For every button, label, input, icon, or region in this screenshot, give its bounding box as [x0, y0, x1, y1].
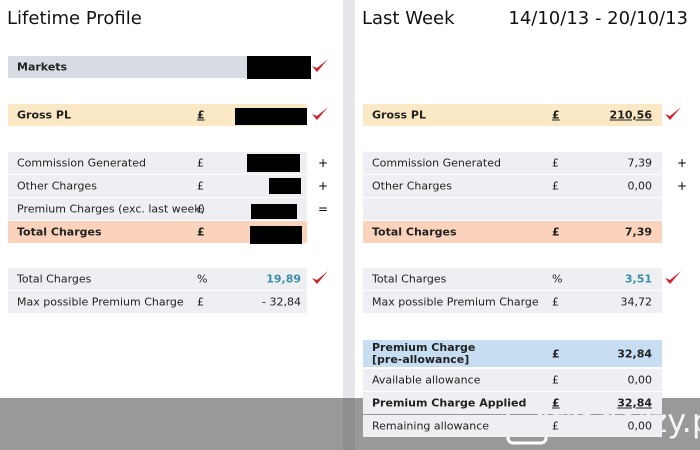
row-label: Max possible Premium Charge [372, 295, 539, 309]
table-row: Available allowance £0,00 [363, 369, 662, 391]
value: 7,39 [624, 225, 652, 239]
currency: £ [552, 347, 560, 360]
row-label: Premium Charges (exc. last week) [17, 202, 205, 216]
row-label: Markets [17, 60, 68, 74]
table-row: Commission Generated £ [8, 152, 307, 174]
value: 0,00 [627, 419, 653, 433]
currency: £ [552, 179, 559, 193]
right-title: Last Week [362, 8, 455, 29]
redacted-value [251, 204, 297, 219]
currency: £ [552, 108, 560, 122]
value: 7,39 [627, 156, 653, 170]
value: 3,51 [624, 272, 652, 286]
check-icon [311, 270, 329, 286]
operator: + [318, 179, 329, 193]
table-row: Max possible Premium Charge £ - 32,84 [8, 291, 307, 313]
date-range: 14/10/13 - 20/10/13 [508, 8, 688, 29]
currency: £ [197, 156, 204, 170]
row-label: Max possible Premium Charge [17, 295, 184, 309]
row-label: Total Charges [372, 272, 447, 286]
table-row: Other Charges £ [8, 175, 307, 197]
check-icon [311, 58, 329, 74]
redacted-value [247, 154, 300, 172]
table-row: Premium Charges (exc. last week) £ [8, 198, 307, 220]
table-row: Premium Charge Applied £32,84 [363, 392, 662, 414]
table-row: Other Charges £0,00 [363, 175, 662, 197]
operator: = [318, 202, 329, 216]
check-icon [664, 106, 682, 122]
table-row: Premium Charge [pre-allowance] £32,84 [363, 340, 662, 367]
value: 0,00 [627, 373, 653, 387]
table-row: Remaining allowance £0,00 [363, 415, 662, 437]
currency: £ [552, 295, 559, 309]
currency: £ [552, 419, 559, 433]
currency: £ [197, 295, 204, 309]
currency: £ [197, 108, 205, 122]
currency: £ [197, 202, 204, 216]
value: - 32,84 [262, 295, 301, 309]
check-icon [311, 106, 329, 122]
redacted-value [235, 108, 307, 125]
left-title: Lifetime Profile [7, 8, 142, 29]
row-label: Total Charges [372, 225, 457, 239]
table-row: Markets [8, 56, 307, 78]
currency: £ [552, 225, 560, 239]
currency: £ [552, 396, 560, 410]
table-row: Commission Generated £7,39 [363, 152, 662, 174]
row-label: Gross PL [17, 108, 72, 122]
redacted-value [247, 56, 311, 79]
row-label: Commission Generated [17, 156, 146, 170]
value: 32,84 [617, 396, 652, 410]
value: 32,84 [617, 347, 652, 360]
currency: £ [552, 373, 559, 387]
table-row: Total Charges £ [8, 221, 307, 243]
currency: % [197, 272, 208, 286]
value: 19,89 [266, 272, 301, 286]
check-icon [664, 270, 682, 286]
table-row: Gross PL £ [8, 104, 307, 126]
row-label: Gross PL [372, 108, 427, 122]
currency: % [552, 272, 563, 286]
operator: + [677, 179, 688, 193]
row-label: Premium Charge [pre-allowance] [372, 340, 476, 366]
table-row: Total Charges% 3,51 [363, 268, 662, 290]
redacted-value [269, 178, 301, 194]
table-row: Total Charges £7,39 [363, 221, 662, 243]
value: 210,56 [609, 108, 652, 122]
row-label: Total Charges [17, 225, 102, 239]
currency: £ [197, 225, 205, 239]
redacted-value [250, 226, 302, 244]
table-row: Max possible Premium Charge £34,72 [363, 291, 662, 313]
value: 34,72 [620, 295, 653, 309]
operator: + [318, 156, 329, 170]
row-label: Other Charges [372, 179, 452, 193]
row-label: Remaining allowance [372, 419, 490, 433]
row-label: Premium Charge Applied [372, 396, 527, 410]
currency: £ [197, 179, 204, 193]
empty-row [363, 198, 662, 220]
divider [343, 0, 355, 450]
row-label: Total Charges [17, 272, 92, 286]
table-row: Total Charges% 19,89 [8, 268, 307, 290]
currency: £ [552, 156, 559, 170]
row-label: Commission Generated [372, 156, 501, 170]
value: 0,00 [627, 179, 653, 193]
row-label: Other Charges [17, 179, 97, 193]
row-label: Available allowance [372, 373, 481, 387]
operator: + [677, 156, 688, 170]
table-row: Gross PL £210,56 [363, 104, 662, 126]
